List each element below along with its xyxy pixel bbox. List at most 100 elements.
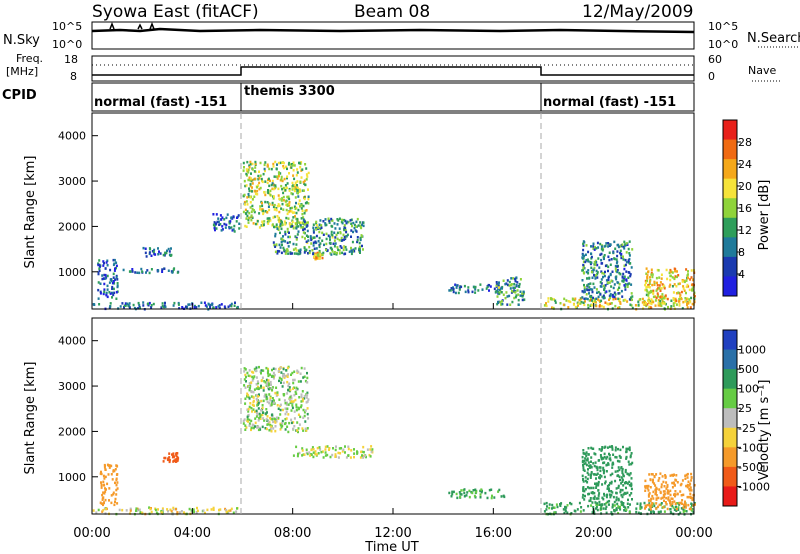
heatmap-cell xyxy=(296,217,299,221)
heatmap-cell xyxy=(262,172,265,176)
heatmap-cell xyxy=(601,446,604,449)
heatmap-cell xyxy=(599,466,602,469)
heatmap-cell xyxy=(613,500,616,504)
heatmap-cell xyxy=(268,203,271,206)
heatmap-cell xyxy=(246,210,249,213)
heatmap-cell xyxy=(102,509,105,512)
heatmap-cell xyxy=(334,227,337,230)
heatmap-cell xyxy=(271,179,274,183)
heatmap-cell xyxy=(285,186,288,190)
station-title: Syowa East (fitACF) xyxy=(92,2,259,22)
heatmap-cell xyxy=(683,289,686,292)
heatmap-cell xyxy=(560,502,563,505)
heatmap-cell xyxy=(332,447,334,450)
heatmap-cell xyxy=(235,510,238,513)
heatmap-cell xyxy=(587,272,590,275)
heatmap-cell xyxy=(652,295,655,299)
heatmap-cell xyxy=(631,295,634,298)
heatmap-cell xyxy=(648,503,651,507)
heatmap-cell xyxy=(278,210,281,214)
heatmap-cell xyxy=(292,421,295,424)
heatmap-cell xyxy=(285,165,288,169)
heatmap-cell xyxy=(600,252,603,256)
heatmap-cell xyxy=(279,231,281,235)
heatmap-cell xyxy=(648,305,651,309)
heatmap-cell xyxy=(517,293,520,296)
heatmap-cell xyxy=(337,451,340,455)
heatmap-cell xyxy=(508,294,511,298)
heatmap-cell xyxy=(565,299,568,302)
heatmap-cell xyxy=(319,227,322,231)
heatmap-cell xyxy=(664,296,667,300)
heatmap-cell xyxy=(297,427,300,430)
heatmap-cell xyxy=(519,294,522,297)
heatmap-cell xyxy=(281,202,284,206)
heatmap-cell xyxy=(263,220,266,223)
heatmap-cell xyxy=(330,217,333,221)
heatmap-cell xyxy=(303,397,306,400)
colorbar-swatch xyxy=(723,159,737,180)
heatmap-cell xyxy=(275,223,278,226)
heatmap-cell xyxy=(279,172,282,175)
heatmap-cell xyxy=(288,231,290,234)
heatmap-cell xyxy=(276,404,279,407)
heatmap-cell xyxy=(104,487,106,490)
heatmap-cell xyxy=(488,284,491,287)
heatmap-cell xyxy=(661,506,664,509)
heatmap-cell xyxy=(353,223,356,227)
heatmap-cell xyxy=(253,209,255,212)
heatmap-cell xyxy=(690,479,693,482)
heatmap-cell xyxy=(174,458,177,461)
heatmap-cell xyxy=(587,250,590,254)
heatmap-cell xyxy=(282,367,285,371)
heatmap-cell xyxy=(276,177,279,180)
heatmap-cell xyxy=(253,388,256,391)
heatmap-cell xyxy=(497,490,500,493)
heatmap-cell xyxy=(543,502,546,506)
heatmap-cell xyxy=(592,300,594,304)
heatmap-cell xyxy=(591,447,594,450)
heatmap-cell xyxy=(257,407,260,410)
heatmap-cell xyxy=(624,263,627,267)
heatmap-cell xyxy=(362,456,365,459)
colorbar-swatch xyxy=(723,276,737,297)
heatmap-cell xyxy=(302,231,305,234)
heatmap-cell xyxy=(265,393,268,397)
heatmap-cell xyxy=(595,466,598,469)
heatmap-cell xyxy=(685,298,688,301)
heatmap-cell xyxy=(659,302,662,306)
heatmap-cell xyxy=(588,288,591,292)
heatmap-cell xyxy=(586,297,589,301)
heatmap-cell xyxy=(554,299,557,302)
heatmap-cell xyxy=(329,238,331,241)
heatmap-cell xyxy=(188,507,191,511)
heatmap-cell xyxy=(251,375,254,379)
heatmap-cell xyxy=(490,488,493,491)
heatmap-cell xyxy=(598,503,601,506)
heatmap-cell xyxy=(310,242,313,245)
heatmap-cell xyxy=(295,227,298,230)
heatmap-cell xyxy=(247,221,250,224)
heatmap-cell xyxy=(286,195,289,199)
heatmap-cell xyxy=(586,258,589,261)
heatmap-cell xyxy=(617,498,620,502)
heatmap-cell xyxy=(243,367,246,370)
heatmap-cell xyxy=(521,292,524,295)
heatmap-cell xyxy=(666,484,669,488)
colorbar-swatch xyxy=(723,139,737,160)
heatmap-cell xyxy=(266,423,269,426)
heatmap-cell xyxy=(659,491,662,495)
heatmap-cell xyxy=(644,489,647,492)
heatmap-cell xyxy=(303,227,306,231)
heatmap-cell xyxy=(256,222,259,226)
heatmap-cell xyxy=(625,457,628,460)
heatmap-cell xyxy=(688,288,691,292)
heatmap-cell xyxy=(664,474,667,477)
heatmap-cell xyxy=(679,511,682,514)
heatmap-cell xyxy=(317,452,320,455)
heatmap-cell xyxy=(515,294,518,297)
colorbar-tick-label: 12 xyxy=(738,224,752,237)
heatmap-cell xyxy=(289,400,292,403)
heatmap-cell xyxy=(458,491,461,494)
heatmap-cell xyxy=(277,370,280,373)
